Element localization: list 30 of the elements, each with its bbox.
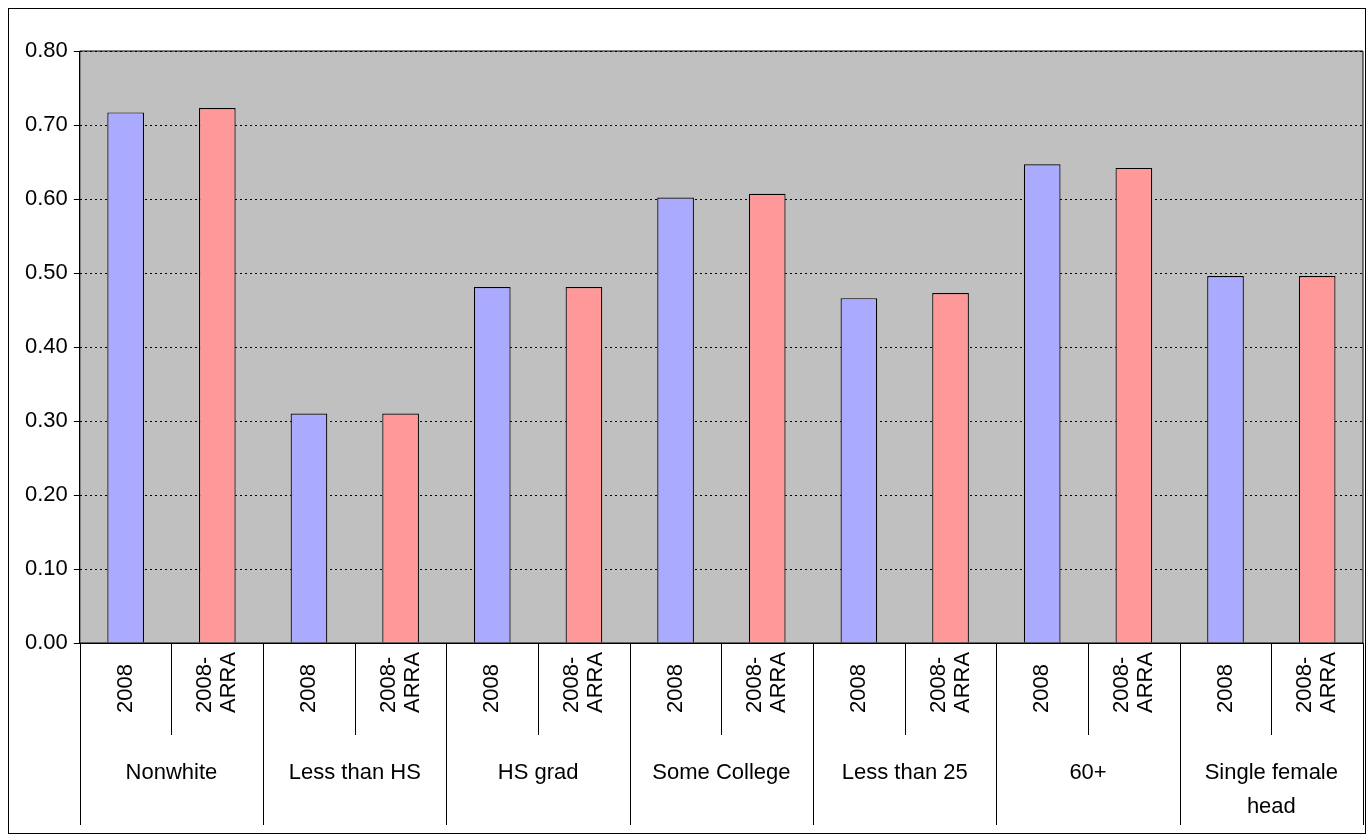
x-tick-label: Single female head [1204,759,1338,819]
x-tick-label: Some College [652,759,791,785]
text: 2008-ARRA [1107,651,1157,713]
text: 2008 [478,664,504,713]
x-tick-label: Nonwhite [125,759,218,785]
text: 2008-ARRA [741,651,791,713]
text: 2008 [661,664,687,713]
text: 2008 [1211,664,1237,713]
y-tick-label: 0.50 [24,259,68,285]
y-tick-label: 0.30 [24,407,68,433]
y-tick-label: 0.60 [24,185,68,211]
text: 2008-ARRA [374,651,424,713]
y-tick-label: 0.10 [24,555,68,581]
text: 2008-ARRA [924,651,974,713]
text: 2008 [844,664,870,713]
y-tick-label: 0.70 [24,111,68,137]
x-tick-label: HS grad [497,759,579,785]
text: 2008 [295,664,321,713]
y-tick-label: 0.80 [24,37,68,63]
x-tick-label: Less than 25 [841,759,968,785]
x-tick-label: 60+ [1069,759,1107,785]
text: 2008-ARRA [1291,651,1341,713]
text: 2008 [111,664,137,713]
y-tick-label: 0.40 [24,333,68,359]
y-tick-label: 0.20 [24,481,68,507]
text: 2008 [1028,664,1054,713]
y-tick-label: 0.00 [24,629,68,655]
text: 2008-ARRA [557,651,607,713]
text: 2008-ARRA [191,651,241,713]
x-tick-label: Less than HS [288,759,421,785]
